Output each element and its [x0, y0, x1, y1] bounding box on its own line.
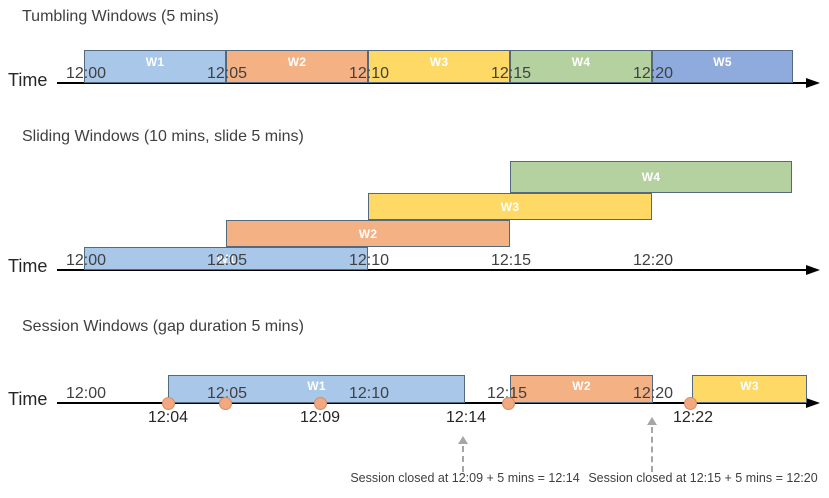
tumbling-window-label: W2: [287, 54, 307, 69]
sliding-section-title: Sliding Windows (10 mins, slide 5 mins): [22, 128, 304, 145]
sliding-window-label: W4: [641, 170, 661, 184]
session-tick-label: 12:20: [632, 385, 674, 402]
session-tick-label: 12:15: [486, 385, 528, 402]
event-time-label: 12:04: [147, 409, 189, 426]
session-window-bar: W3: [692, 375, 807, 403]
session-axis-arrow-icon: [806, 398, 820, 408]
sliding-window-bar: W2: [226, 220, 510, 247]
tumbling-window-bar: W5: [652, 50, 793, 83]
event-dot: [684, 397, 697, 410]
dashed-arrow-shaft: [651, 427, 653, 472]
sliding-time-axis: [57, 269, 807, 271]
tumbling-window-bar: W4: [510, 50, 652, 83]
sliding-tick-label: 12:05: [206, 252, 248, 269]
tumbling-tick-label: 12:20: [632, 65, 674, 82]
tumbling-axis-arrow-icon: [806, 78, 820, 88]
event-time-label: 12:09: [299, 409, 341, 426]
sliding-window-bar: W3: [368, 193, 652, 220]
session-window-label: W3: [740, 379, 759, 393]
session-window-label: W1: [307, 379, 326, 393]
session-time-axis-label: Time: [8, 389, 48, 409]
dashed-arrow-icon: [647, 417, 657, 425]
dashed-arrow-icon: [458, 436, 468, 444]
tumbling-window-label: W3: [429, 54, 449, 69]
event-dot: [502, 397, 515, 410]
session-section-title: Session Windows (gap duration 5 mins): [22, 318, 304, 335]
tumbling-tick-label: 12:15: [490, 65, 532, 82]
session-close-annotation: Session closed at 12:09 + 5 mins = 12:14: [350, 471, 580, 485]
tumbling-window-bar: W1: [84, 50, 226, 83]
sliding-window-bar: W1: [84, 247, 368, 270]
sliding-window-label: W2: [358, 226, 378, 241]
tumbling-window-bar: W3: [368, 50, 510, 83]
sliding-time-axis-label: Time: [8, 256, 48, 276]
event-dot: [162, 397, 175, 410]
dashed-arrow-shaft: [462, 446, 464, 472]
sliding-tick-label: 12:00: [65, 252, 107, 269]
sliding-tick-label: 12:15: [490, 252, 532, 269]
session-window-label: W2: [572, 379, 591, 393]
tumbling-section-title: Tumbling Windows (5 mins): [22, 8, 219, 25]
tumbling-tick-label: 12:10: [348, 65, 390, 82]
tumbling-window-label: W1: [145, 54, 165, 69]
sliding-tick-label: 12:20: [632, 252, 674, 269]
sliding-window-label: W3: [500, 199, 520, 214]
tumbling-window-bar: W2: [226, 50, 368, 83]
session-window-bar: W2: [510, 375, 653, 403]
sliding-tick-label: 12:10: [348, 252, 390, 269]
session-tick-label: 12:05: [206, 385, 248, 402]
tumbling-time-axis: [57, 82, 807, 84]
session-time-axis: [57, 402, 807, 404]
session-tick-label: 12:10: [348, 385, 390, 402]
sliding-window-label: W1: [216, 251, 236, 266]
event-dot: [314, 397, 327, 410]
tumbling-tick-label: 12:00: [65, 65, 107, 82]
sliding-axis-arrow-icon: [806, 265, 820, 275]
event-dot: [219, 397, 232, 410]
tumbling-window-label: W4: [571, 54, 591, 69]
sliding-window-bar: W4: [510, 161, 792, 193]
tumbling-time-axis-label: Time: [8, 70, 48, 90]
session-close-annotation: Session closed at 12:15 + 5 mins = 12:20: [588, 471, 818, 485]
event-time-label: 12:22: [672, 409, 714, 426]
tumbling-tick-label: 12:05: [206, 65, 248, 82]
event-time-label: 12:14: [445, 409, 487, 426]
tumbling-window-label: W5: [713, 54, 732, 69]
session-tick-label: 12:00: [65, 385, 107, 402]
